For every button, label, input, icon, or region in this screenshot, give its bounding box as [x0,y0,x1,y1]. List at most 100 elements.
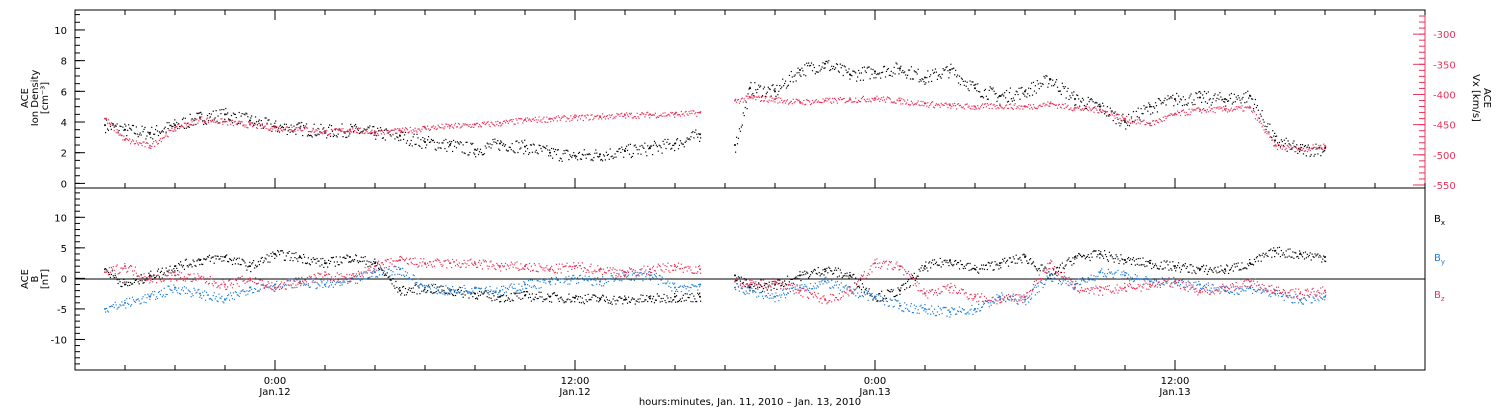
b-series-by-point [653,273,656,276]
density-series-point [291,130,293,132]
vx-series-point [350,130,352,132]
density-series-point [325,132,327,134]
b-series-bx-point [779,279,781,281]
b-series-bx-point [331,257,334,259]
density-series-point [1319,146,1321,148]
b-series-by-point [335,282,337,284]
vx-series-point [280,129,283,131]
vx-series-point [339,129,341,131]
vx-series-point [1157,122,1160,124]
density-series-point [662,140,664,142]
vx-series-point [427,125,429,127]
vx-series-point [1288,146,1290,149]
b-series-by-point [150,294,152,296]
vx-series-point [1199,110,1201,113]
density-series-point [833,68,836,71]
density-series-point [219,109,221,111]
b-series-by-point [557,279,559,281]
b-series-bx-point [833,269,836,271]
b-series-bx-point [912,276,914,279]
vx-series-point [1049,105,1051,107]
b-series-by-point [745,290,747,292]
b-series-bx-point [826,267,828,269]
b-series-by-point [1128,274,1130,276]
vx-series-point [1259,120,1261,122]
b-series-bx-point [240,264,242,266]
b-series-bx-point [269,261,271,263]
vx-series-point [521,118,523,120]
vx-series-point [592,119,594,121]
density-series-point [364,129,366,131]
b-series-bx-point [448,292,450,294]
density-series-point [654,142,657,144]
b-series-bx-point [197,259,199,261]
vx-series-point [1070,107,1072,109]
b-series-by-point [187,289,189,291]
vx-series-point [650,114,653,117]
vx-series-point [923,105,925,107]
b-series-bx-point [318,260,320,262]
b-series-by-point [516,290,518,292]
b-series-by-point [460,294,462,296]
density-series-point [817,71,819,73]
vx-series-point [572,118,574,120]
density-series-point [1182,96,1184,98]
b-series-by-point [1127,277,1129,279]
b-series-bx-point [947,262,949,264]
b-series-bx-point [1045,267,1047,269]
density-series-point [613,156,615,158]
b-series-by-point [128,303,130,306]
b-series-by-point [395,266,397,268]
density-series-point [1158,98,1160,100]
vx-series-point [346,130,348,132]
vx-series-point [398,129,400,131]
b-series-bx-point [595,295,597,298]
b-series-by-point [1000,297,1002,300]
density-series-point [966,81,968,83]
b-series-by-point [377,269,380,271]
vx-series-point [321,132,323,134]
b-series-bx-point [678,299,681,302]
b-series-bx-point [506,299,508,301]
density-series-point [1224,101,1226,103]
b-series-bx-point [351,260,353,262]
b-series-bx-point [501,295,504,297]
density-series-point [139,132,141,134]
density-series-point [379,127,382,129]
b-series-bx-point [221,260,223,262]
b-series-bx-point [207,256,210,258]
vx-series-point [341,130,343,132]
b-series-by-point [566,279,568,281]
b-series-by-point [368,277,370,279]
b-series-by-point [932,313,935,315]
b-series-bx-point [275,254,277,256]
b-series-bx-point [643,300,645,303]
b-series-by-point [542,279,544,281]
b-series-bx-point [789,278,791,280]
b-series-by-point [147,293,149,295]
density-series-point [1145,106,1147,108]
b-series-by-point [163,287,165,289]
b-series-bx-marker [249,265,251,268]
vx-series-point [1242,110,1244,112]
vx-series-point [1045,103,1047,105]
density-series-point [1170,96,1172,98]
b-series-bx-point [160,270,162,272]
density-series-point [203,123,205,126]
b-series-by-point [985,300,987,303]
density-series-point [1210,104,1212,106]
density-series-point [261,124,263,126]
b-series-bx-point [1007,265,1010,267]
b-series-bx-point [284,259,286,261]
vx-series-point [608,114,610,116]
vx-series-point [1323,143,1325,145]
vx-series-point [1182,109,1184,111]
b-series-by-point [118,306,120,308]
density-series-point [1252,108,1255,110]
b-series-bx-point [273,253,275,255]
vx-series-point [753,96,755,98]
b-series-bx-point [568,293,570,295]
density-series-point [1065,97,1067,99]
b-series-bx-point [238,257,240,259]
density-series-point [154,133,156,135]
